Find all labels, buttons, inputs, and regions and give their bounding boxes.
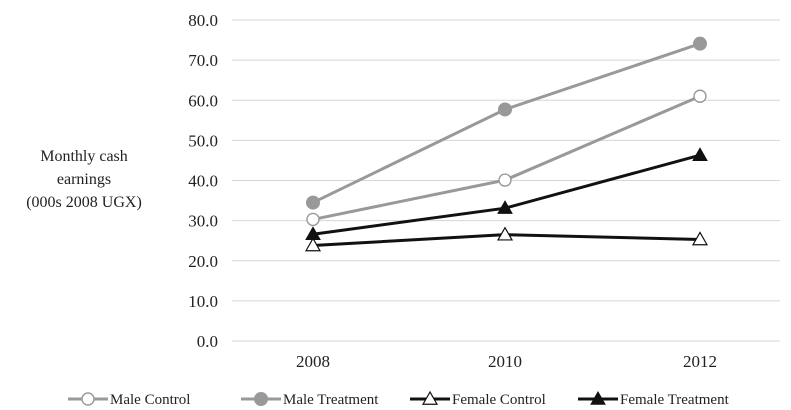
data-point: [306, 195, 320, 210]
data-point: [693, 36, 707, 51]
series-line: [312, 153, 701, 236]
data-point: [305, 226, 321, 241]
legend-label: Female Control: [452, 392, 546, 408]
data-point: [691, 231, 709, 246]
legend-item: Male Control: [68, 392, 190, 408]
legend-marker: [254, 392, 268, 406]
x-tick-label: 2008: [296, 352, 330, 371]
series-group: [304, 36, 709, 252]
y-tick-label: 80.0: [188, 11, 218, 30]
data-point: [304, 237, 322, 252]
x-tick-label: 2012: [683, 352, 717, 371]
legend-marker: [590, 390, 606, 405]
legend-label: Male Control: [110, 392, 190, 408]
y-tick-label: 60.0: [188, 91, 218, 110]
legend-label: Male Treatment: [283, 392, 379, 408]
series-male-treatment: [306, 36, 707, 210]
series-female-treatment: [305, 147, 708, 241]
y-tick-label: 0.0: [197, 332, 218, 351]
y-tick-label: 30.0: [188, 212, 218, 231]
series-female-control: [304, 226, 709, 252]
series-male-control: [306, 89, 707, 227]
data-point: [498, 173, 512, 187]
y-tick-label: 70.0: [188, 51, 218, 70]
legend-item: Male Treatment: [241, 392, 379, 408]
y-axis-label: Monthly cash earnings (000s 2008 UGX): [26, 148, 142, 211]
legend-item: Female Treatment: [578, 390, 730, 408]
data-point: [306, 212, 320, 227]
y-axis-ticks: 0.0 10.0 20.0 30.0 40.0 50.0 60.0 70.0 80.0: [188, 11, 218, 351]
legend-item: Female Control: [410, 390, 546, 408]
legend-label: Female Treatment: [620, 392, 730, 408]
y-tick-label: 10.0: [188, 292, 218, 311]
legend: Male Control Male Treatment Female Control…: [68, 390, 730, 408]
x-axis-ticks: 2008 2010 2012: [296, 352, 717, 371]
data-point: [693, 89, 707, 103]
data-point: [496, 226, 514, 241]
data-point: [692, 147, 708, 161]
data-point: [498, 102, 512, 117]
legend-marker: [81, 392, 95, 406]
y-tick-label: 50.0: [188, 131, 218, 150]
y-tick-label: 20.0: [188, 252, 218, 271]
data-point: [497, 200, 513, 214]
y-tick-label: 40.0: [188, 172, 218, 191]
legend-marker: [421, 390, 439, 405]
x-tick-label: 2010: [488, 352, 522, 371]
